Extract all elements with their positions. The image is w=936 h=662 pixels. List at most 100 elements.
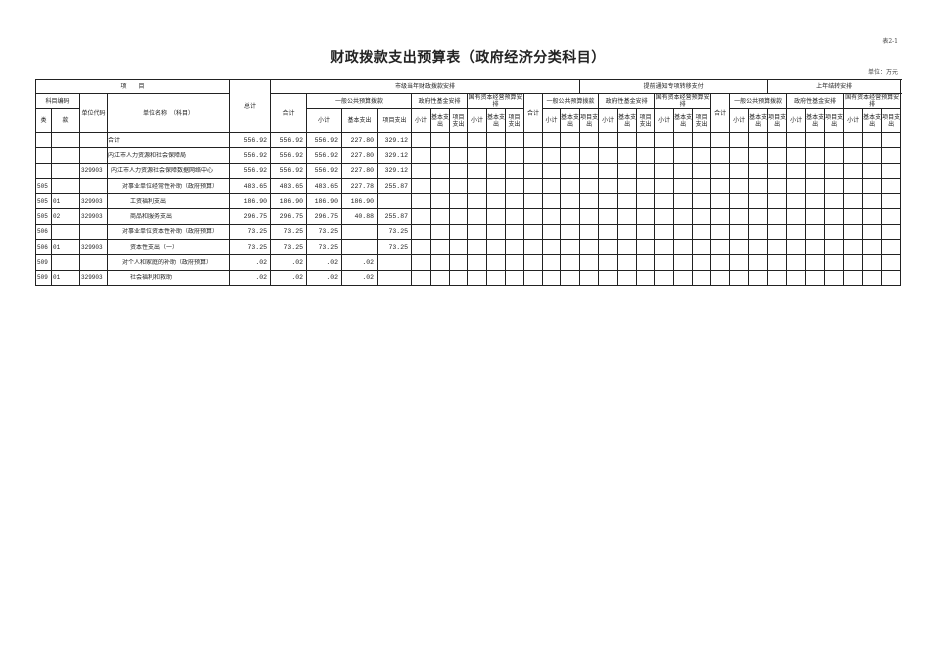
cell-empty <box>636 131 656 149</box>
cell-empty <box>449 193 469 210</box>
cell-empty <box>505 131 525 149</box>
header-subtotal: 合计 <box>710 93 731 133</box>
cell-empty <box>430 162 451 179</box>
cell-empty <box>542 223 562 241</box>
cell-empty <box>636 208 656 225</box>
cell-empty <box>805 269 826 286</box>
cell-empty <box>673 193 694 210</box>
cell-empty <box>467 147 488 164</box>
cell-subtotal: 556.92 <box>270 147 308 164</box>
cell-empty <box>710 223 731 241</box>
cell-empty <box>862 269 883 286</box>
cell-empty <box>411 269 432 286</box>
header-general-budget: 一般公共预算拨款 <box>306 93 413 109</box>
header-project-expense: 项目支出 <box>824 108 845 133</box>
cell-empty <box>748 208 769 225</box>
header-gov-fund: 政府性基金安排 <box>598 93 656 109</box>
cell-empty <box>824 239 845 256</box>
cell-empty <box>673 162 694 179</box>
cell-empty <box>636 269 656 286</box>
cell-general-basic <box>341 239 379 256</box>
cell-general-project: 329.12 <box>377 131 413 149</box>
cell-subtotal: 556.92 <box>270 131 308 149</box>
cell-empty <box>710 208 731 225</box>
cell-lei: 505 <box>35 193 52 210</box>
header-state-capital: 国有资本经营预算安排 <box>654 93 712 109</box>
header-total: 总计 <box>229 79 272 133</box>
cell-empty <box>805 162 826 179</box>
cell-empty <box>710 269 731 286</box>
cell-empty <box>881 147 902 164</box>
header-project-expense: 项目支出 <box>579 108 600 133</box>
cell-empty <box>881 254 902 271</box>
cell-empty <box>430 223 451 241</box>
cell-general-project: 329.12 <box>377 162 413 179</box>
cell-empty <box>786 177 807 195</box>
cell-empty <box>467 131 488 149</box>
cell-empty <box>805 131 826 149</box>
cell-empty <box>617 223 638 241</box>
cell-subtotal: 556.92 <box>270 162 308 179</box>
cell-empty <box>729 177 750 195</box>
cell-empty <box>824 131 845 149</box>
header-gov-fund: 政府性基金安排 <box>411 93 469 109</box>
cell-empty <box>560 193 581 210</box>
cell-empty <box>786 131 807 149</box>
cell-unit-name: 对事业单位经常性补助（政府预算） <box>106 177 231 195</box>
cell-empty <box>805 147 826 164</box>
cell-empty <box>467 177 488 195</box>
cell-total: 73.25 <box>229 239 272 256</box>
table-row: 506 对事业单位资本性补助（政府预算） 73.25 73.25 73.25 73.25 <box>35 223 902 241</box>
header-basic-expense: 基本支出 <box>430 108 451 133</box>
cell-total: 186.90 <box>229 193 272 210</box>
cell-empty <box>862 223 883 241</box>
cell-empty <box>881 177 902 195</box>
table-number: 表2-1 <box>882 38 898 45</box>
cell-general-project: 329.12 <box>377 147 413 164</box>
cell-empty <box>710 162 731 179</box>
cell-empty <box>843 223 864 241</box>
cell-empty <box>710 147 731 164</box>
cell-empty <box>843 177 864 195</box>
table-row: 内江市人力资源和社会保障局 556.92 556.92 556.92 227.80 329… <box>35 147 902 164</box>
header-lei: 类 <box>35 108 52 133</box>
cell-unit-code <box>79 223 108 241</box>
cell-empty <box>673 208 694 225</box>
cell-empty <box>411 239 432 256</box>
cell-empty <box>579 131 600 149</box>
cell-empty <box>598 239 619 256</box>
cell-lei: 509 <box>35 254 52 271</box>
cell-empty <box>767 239 788 256</box>
cell-unit-code: 329903 <box>79 193 108 210</box>
cell-unit-code: 329903 <box>79 208 108 225</box>
header-xiaoji: 小计 <box>843 108 864 133</box>
cell-empty <box>824 177 845 195</box>
cell-empty <box>523 147 544 164</box>
table-row: 329903 内江市人力资源社会保障数据网络中心 556.92 556.92 556.9… <box>35 162 902 179</box>
header-xiaoji: 小计 <box>542 108 562 133</box>
cell-empty <box>486 162 507 179</box>
cell-empty <box>654 223 675 241</box>
cell-general-xiaoji: .02 <box>306 254 343 271</box>
cell-empty <box>710 193 731 210</box>
cell-empty <box>805 177 826 195</box>
cell-unit-code <box>79 177 108 195</box>
cell-general-basic: 40.88 <box>341 208 379 225</box>
cell-empty <box>523 223 544 241</box>
cell-empty <box>542 239 562 256</box>
cell-unit-name: 对个人和家庭的补助（政府预算） <box>106 254 231 271</box>
cell-empty <box>449 223 469 241</box>
cell-empty <box>430 254 451 271</box>
cell-empty <box>767 269 788 286</box>
cell-empty <box>862 254 883 271</box>
cell-empty <box>467 208 488 225</box>
cell-empty <box>430 177 451 195</box>
cell-empty <box>881 269 902 286</box>
cell-unit-name: 合计 <box>106 131 231 149</box>
cell-empty <box>617 177 638 195</box>
cell-empty <box>881 208 902 225</box>
cell-empty <box>881 131 902 149</box>
cell-empty <box>486 223 507 241</box>
unit-name-text: 合计 <box>108 136 121 144</box>
cell-empty <box>767 193 788 210</box>
